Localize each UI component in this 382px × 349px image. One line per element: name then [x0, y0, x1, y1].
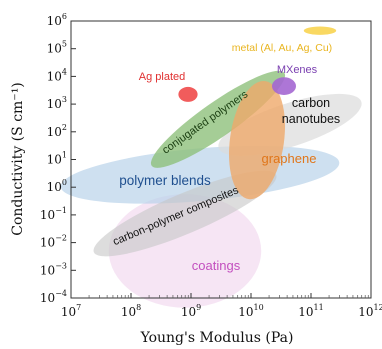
region-label-polymer-blends: polymer blends: [119, 173, 211, 188]
x-axis-label: Young's Modulus (Pa): [140, 330, 294, 346]
x-tick-label: 1012: [358, 303, 382, 319]
y-tick-label: 10−4: [40, 289, 67, 305]
region-label-graphene: graphene: [262, 151, 317, 166]
y-axis-label: Conductivity (S cm⁻¹): [10, 82, 26, 236]
x-tick-label: 1010: [238, 303, 263, 319]
y-tick-label: 102: [47, 123, 67, 139]
region-label-ag-plated: Ag plated: [139, 71, 185, 83]
y-tick-label: 10−3: [40, 261, 67, 277]
region-label-mxenes: MXenes: [277, 64, 318, 76]
ticks-layer: 107 108 109 1010 1011 1012 106 105 104 103 102 101 1…: [40, 12, 382, 319]
region-carbon-polymer-composites: [93, 170, 277, 257]
y-tick-label: 100: [47, 178, 67, 194]
y-tick-label: 103: [47, 95, 67, 111]
y-tick-label: 101: [47, 151, 67, 167]
region-label-coatings: coatings: [192, 258, 241, 273]
region-label-carbon-nanotubes: carbon nanotubes: [282, 96, 340, 126]
x-tick-label: 109: [181, 303, 201, 319]
region-ag-plated: [178, 86, 198, 102]
region-label-metal-al-au-ag-cu: metal (Al, Au, Ag, Cu): [232, 42, 332, 54]
y-tick-label: 106: [47, 12, 67, 28]
regions-layer: [60, 26, 362, 308]
x-tick-label: 1011: [298, 303, 323, 319]
x-tick-label: 108: [121, 303, 141, 319]
region-mxenes: [272, 77, 296, 95]
x-tick-label: 107: [61, 303, 81, 319]
y-tick-label: 10−1: [40, 206, 67, 222]
region-metal-al-au-ag-cu: [303, 26, 337, 35]
y-tick-label: 104: [47, 67, 67, 83]
y-tick-label: 10−2: [40, 234, 67, 250]
y-tick-label: 105: [47, 40, 67, 56]
region-graphene: [229, 81, 285, 200]
